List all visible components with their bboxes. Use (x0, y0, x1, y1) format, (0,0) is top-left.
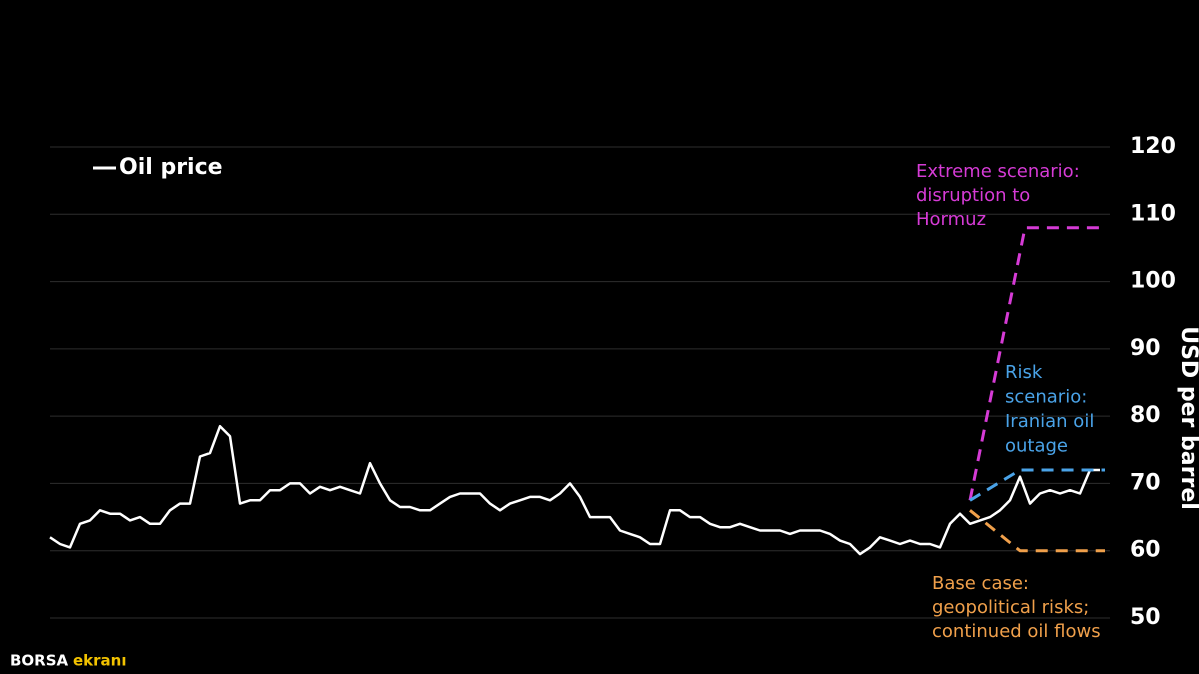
annotation: outage (1005, 436, 1068, 457)
annotation: disruption to (916, 185, 1030, 206)
y-axis-label: USD per barrel (1176, 326, 1199, 510)
annotation: Hormuz (916, 209, 986, 230)
annotation: Base case: (932, 573, 1029, 594)
annotation: Iranian oil (1005, 411, 1094, 432)
legend-entry: Oil price (93, 155, 223, 180)
y-tick-label: 120 (1130, 134, 1176, 159)
watermark-brand: BORSA (10, 652, 69, 670)
y-tick-label: 110 (1130, 201, 1176, 226)
scenario-line (968, 226, 1105, 501)
annotation: scenario: (1005, 387, 1087, 408)
annotation: continued oil flows (932, 621, 1101, 642)
y-tick-label: 100 (1130, 269, 1176, 294)
annotation: geopolitical risks; (932, 597, 1089, 618)
line (49, 424, 1100, 556)
watermark-suffix: ekranı (73, 652, 127, 670)
y-tick-label: 50 (1130, 605, 1161, 630)
scenario-line (969, 509, 1105, 553)
annotation: Extreme scenario: (916, 161, 1080, 182)
y-tick-label: 60 (1130, 538, 1161, 563)
annotation: Risk (1005, 362, 1043, 383)
legend-label: Oil price (119, 155, 223, 180)
y-tick-label: 70 (1130, 470, 1161, 495)
y-tick-label: 80 (1130, 403, 1161, 428)
y-tick-label: 90 (1130, 336, 1161, 361)
